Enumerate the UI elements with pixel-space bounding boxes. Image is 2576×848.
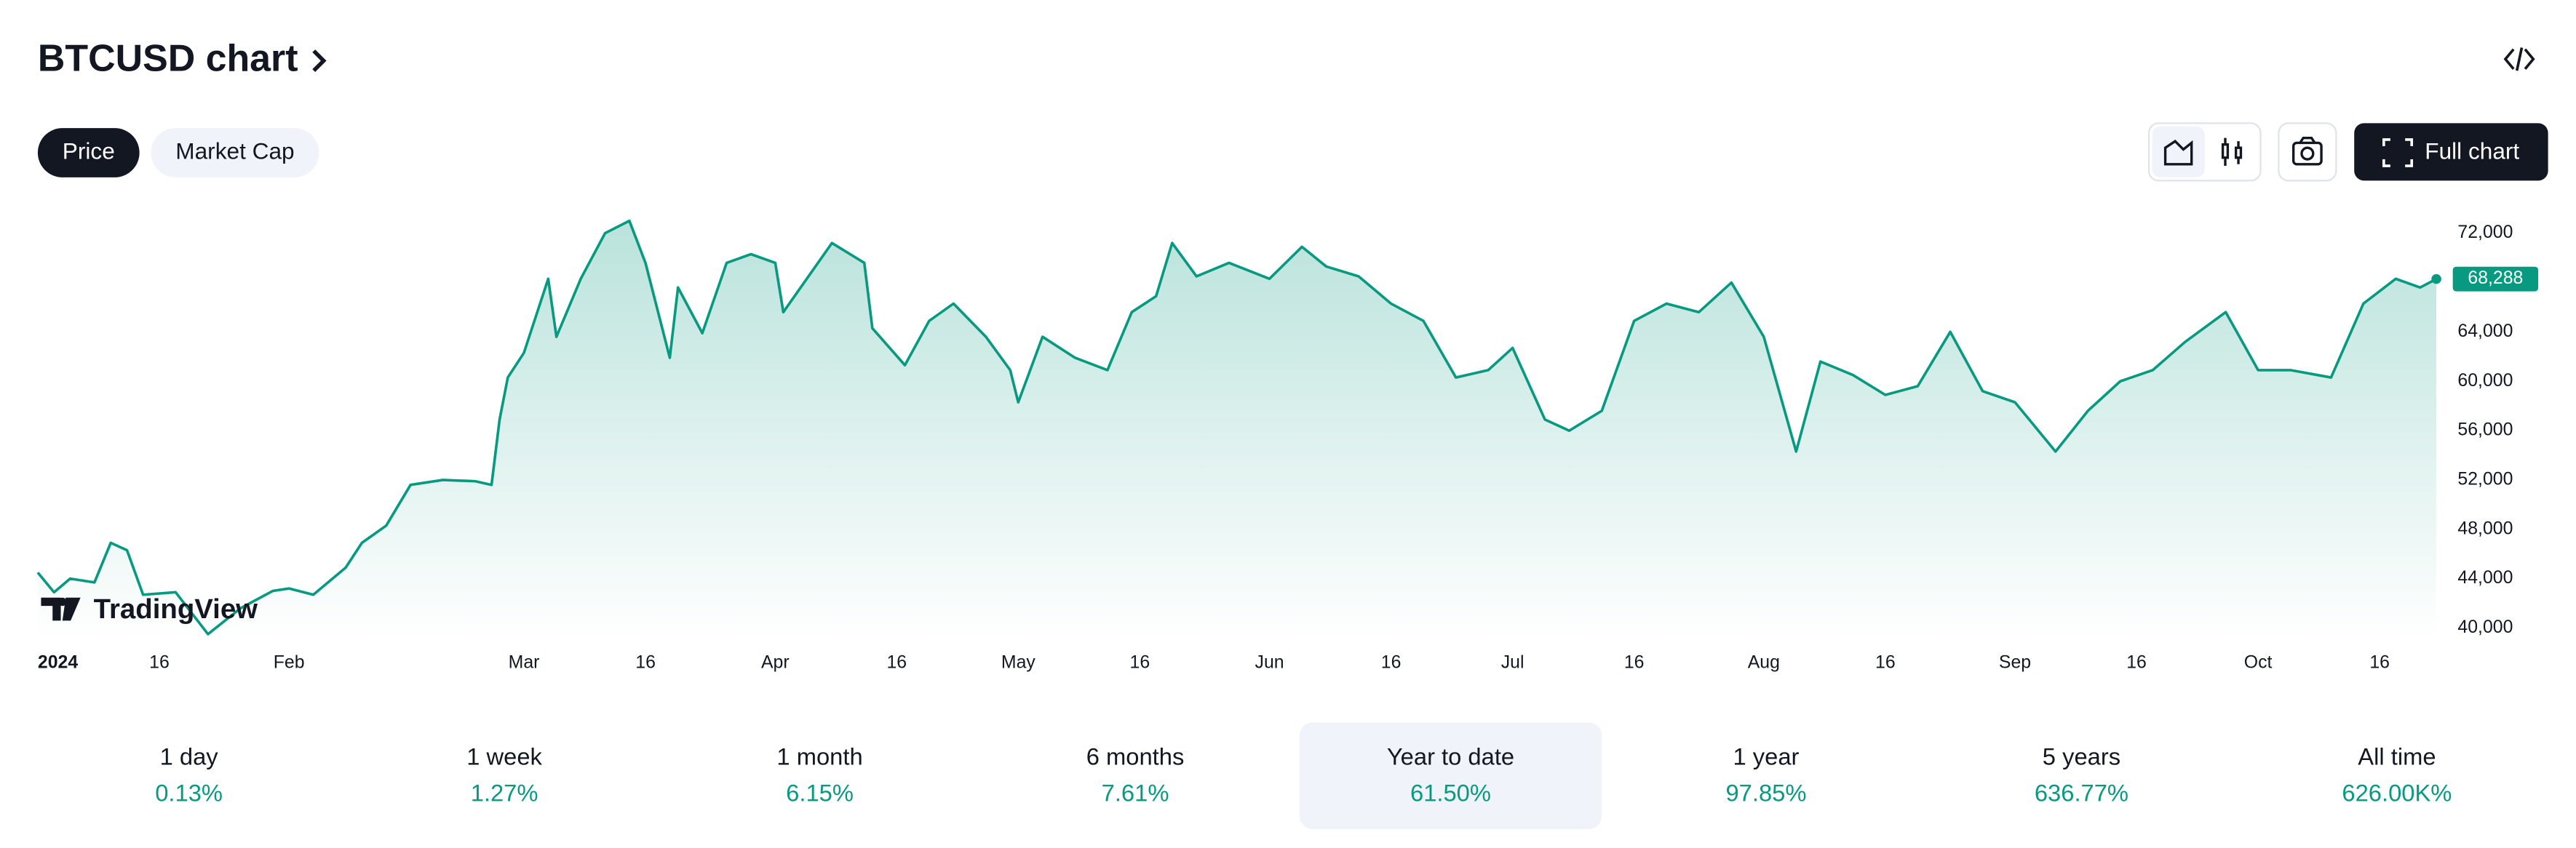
fullscreen-icon <box>2382 138 2414 167</box>
x-tick-label: 16 <box>635 653 656 673</box>
y-tick-label: 72,000 <box>2457 223 2513 242</box>
period-label[interactable]: 6 months <box>1086 743 1185 770</box>
full-chart-label[interactable]: Full chart <box>2425 137 2519 164</box>
x-tick-label: 16 <box>1875 653 1896 673</box>
period-change[interactable]: 7.61% <box>1102 779 1169 806</box>
tab-label[interactable]: Market Cap <box>175 137 294 164</box>
period-label[interactable]: 1 day <box>160 743 219 770</box>
full-chart-button[interactable] <box>2354 123 2548 181</box>
watermark: TradingView <box>94 593 258 625</box>
camera-icon <box>2291 136 2323 166</box>
x-tick-label: 16 <box>2369 653 2390 673</box>
period-change[interactable]: 6.15% <box>786 779 854 806</box>
period-change[interactable]: 626.00K% <box>2342 779 2452 806</box>
tabs: Price Market Cap <box>37 128 319 177</box>
x-tick-label: Jun <box>1255 653 1284 673</box>
area-icon <box>2163 139 2193 166</box>
title[interactable]: BTCUSD chart <box>38 37 298 79</box>
tab-label[interactable]: Price <box>63 137 115 164</box>
x-tick-label: 16 <box>886 653 907 673</box>
x-tick-label: 16 <box>1381 653 1402 673</box>
last-point <box>2431 273 2441 284</box>
period-label[interactable]: 1 year <box>1733 743 1800 770</box>
y-tick-label: 44,000 <box>2457 568 2513 588</box>
x-tick-label: 2024 <box>38 653 78 673</box>
period-change[interactable]: 61.50% <box>1410 779 1491 806</box>
period-label[interactable]: 1 month <box>776 743 862 770</box>
x-tick-label: May <box>1001 653 1035 673</box>
periods: 1 day 0.13% 1 week 1.27% 1 month 6.15% 6 month… <box>155 722 2452 830</box>
x-tick-label: 16 <box>2126 653 2147 673</box>
x-tick-label: 16 <box>1624 653 1645 673</box>
y-tick-label: 52,000 <box>2457 470 2513 489</box>
period-label[interactable]: Year to date <box>1387 743 1514 770</box>
period-label[interactable]: 1 week <box>466 743 542 770</box>
candle-icon[interactable] <box>2221 137 2243 167</box>
tradingview-logo <box>41 597 81 621</box>
period-label[interactable]: All time <box>2358 743 2436 770</box>
area-style-button[interactable] <box>2152 126 2205 177</box>
x-tick-label: Feb <box>274 653 305 673</box>
x-tick-label: Sep <box>1999 653 2031 673</box>
x-tick-label: Oct <box>2244 653 2273 673</box>
title-chevron[interactable] <box>312 49 327 73</box>
snapshot-button[interactable] <box>2278 122 2337 182</box>
x-tick-label: Apr <box>761 653 790 673</box>
price-line <box>36 219 2437 636</box>
period-change[interactable]: 636.77% <box>2035 779 2128 806</box>
x-tick-label: 16 <box>1130 653 1150 673</box>
y-tick-label: 48,000 <box>2457 519 2513 538</box>
x-tick-label: Mar <box>509 653 540 673</box>
period-change[interactable]: 97.85% <box>1725 779 1806 806</box>
x-tick-label: Aug <box>1748 653 1780 673</box>
y-tick-label: 64,000 <box>2457 321 2513 341</box>
last-price-badge <box>2452 266 2539 292</box>
x-tick-label: Jul <box>1501 653 1524 673</box>
last-price-label: 68,288 <box>2468 268 2523 288</box>
period-change[interactable]: 0.13% <box>155 779 223 806</box>
period-change[interactable]: 1.27% <box>471 779 538 806</box>
embed-icon[interactable] <box>2503 47 2535 71</box>
plot: 40,000 44,000 48,000 52,000 56,000 60,000 64,0… <box>36 219 2539 673</box>
tab[interactable] <box>151 128 319 177</box>
period-selected[interactable] <box>1299 722 1602 830</box>
y-tick-label: 56,000 <box>2457 420 2513 440</box>
tab[interactable] <box>37 128 140 177</box>
period-label[interactable]: 5 years <box>2043 743 2120 770</box>
y-tick-label: 60,000 <box>2457 371 2513 391</box>
area <box>37 220 2437 641</box>
y-tick-label: 40,000 <box>2457 617 2513 637</box>
x-tick-label: 16 <box>149 653 170 673</box>
